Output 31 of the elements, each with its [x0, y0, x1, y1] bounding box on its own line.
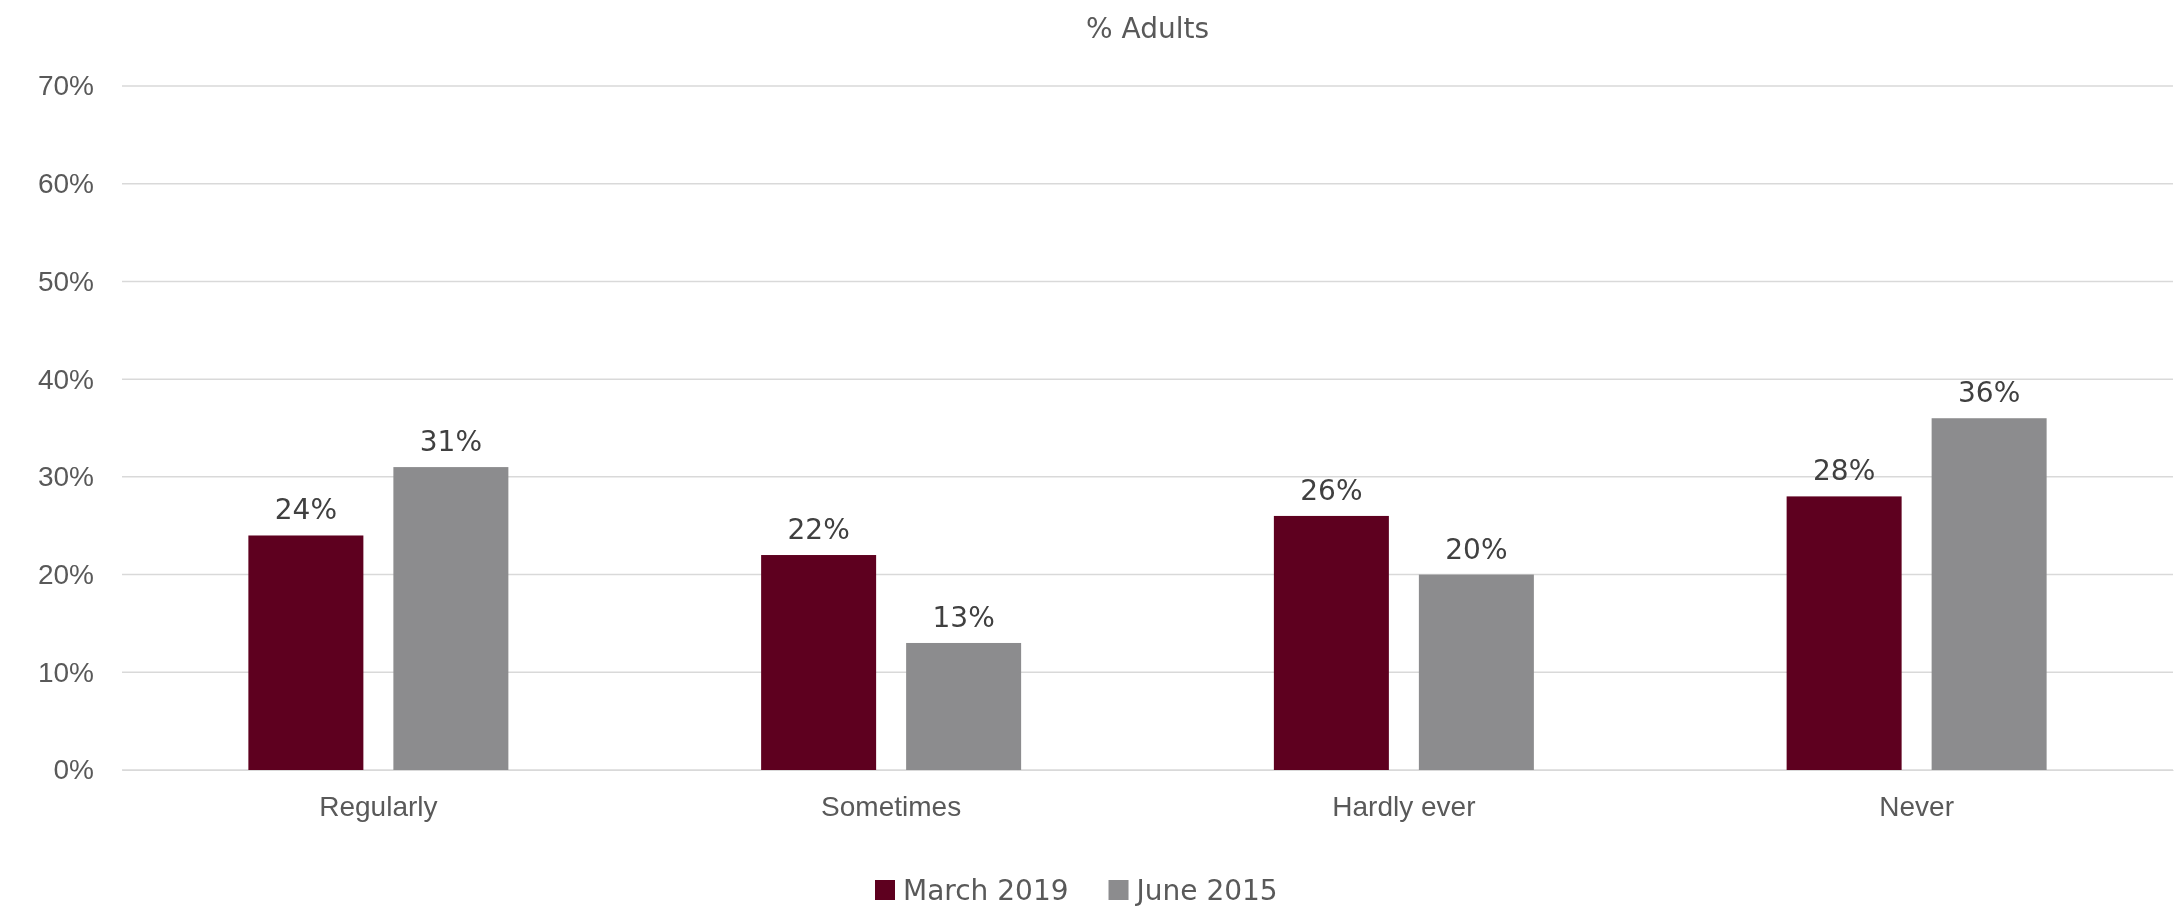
data-label: 26% [1300, 473, 1363, 507]
y-tick-label: 0% [53, 754, 94, 786]
bar [906, 642, 1022, 770]
x-tick-label: Sometimes [821, 790, 962, 822]
x-tick-label: Hardly ever [1332, 790, 1476, 822]
y-tick-label: 50% [37, 265, 94, 297]
bar [248, 535, 364, 770]
data-label: 31% [419, 425, 482, 459]
data-label: 36% [1958, 376, 2021, 410]
legend-label: June 2015 [1134, 874, 1278, 907]
y-tick-label: 70% [37, 70, 94, 102]
y-tick-label: 20% [37, 559, 94, 591]
bar [1273, 515, 1389, 770]
y-tick-label: 30% [37, 461, 94, 493]
bar [761, 555, 877, 770]
bar [1418, 574, 1534, 770]
bar [1931, 418, 2047, 770]
data-label: 22% [787, 513, 850, 547]
data-label: 24% [274, 493, 337, 527]
data-label: 20% [1445, 532, 1508, 566]
data-label: 28% [1813, 454, 1876, 488]
x-tick-label: Never [1879, 790, 1954, 822]
x-tick-label: Regularly [319, 790, 438, 822]
data-label: 13% [932, 600, 995, 634]
bar [393, 467, 509, 770]
bar [1786, 496, 1902, 770]
legend-label: March 2019 [903, 874, 1069, 907]
chart-title: % Adults [1085, 12, 1210, 45]
y-tick-label: 40% [37, 363, 94, 395]
y-tick-label: 10% [37, 656, 94, 688]
y-tick-label: 60% [37, 168, 94, 200]
